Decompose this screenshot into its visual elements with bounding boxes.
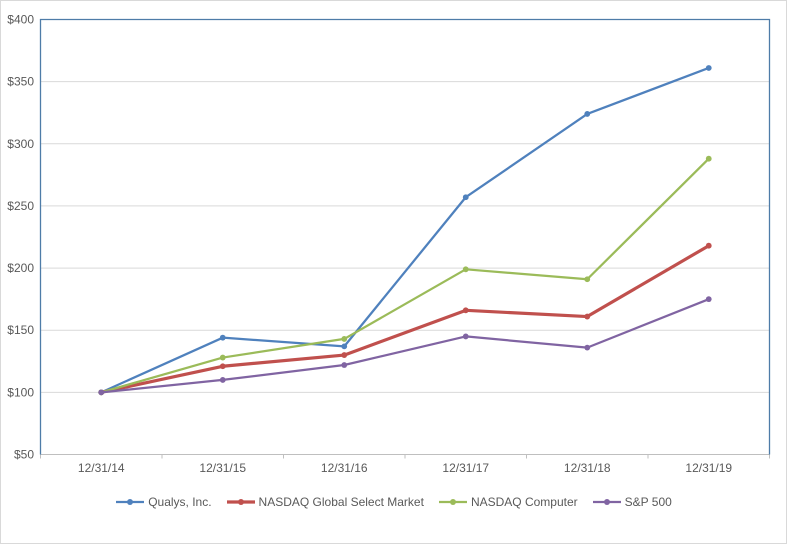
- x-axis-tick-label: 12/31/15: [199, 461, 246, 475]
- y-axis-tick-label: $400: [7, 13, 34, 27]
- x-axis-tick-label: 12/31/16: [321, 461, 368, 475]
- series-marker: [341, 362, 348, 368]
- x-axis-tick-label: 12/31/14: [78, 461, 125, 475]
- legend-dot: [237, 499, 244, 505]
- series-marker: [584, 344, 591, 351]
- legend-label: NASDAQ Computer: [470, 495, 578, 509]
- line-chart-plot-area: $400 $350 $300 $250 $200 $150 $100 $50 12/31/14 1…: [7, 13, 771, 475]
- legend-marker-icon: [116, 499, 145, 505]
- series-line: [100, 66, 710, 394]
- series-marker: [462, 266, 469, 273]
- series-marker: [98, 389, 105, 396]
- series-marker: [584, 111, 591, 117]
- series-marker: [341, 352, 348, 358]
- legend-item: Qualys, Inc.: [115, 495, 212, 509]
- series-marker: [705, 65, 712, 71]
- series-line: [99, 244, 711, 394]
- series-marker: [341, 343, 348, 350]
- y-axis-tick-label: $200: [7, 261, 34, 275]
- plot-area-border: [39, 18, 771, 455]
- series-marker: [705, 155, 712, 162]
- series-marker: [462, 194, 469, 201]
- legend-dot: [127, 499, 134, 505]
- legend-label: S&P 500: [624, 495, 672, 509]
- y-axis-tick-label: $50: [14, 448, 34, 462]
- y-axis-tick-label: $100: [7, 385, 34, 399]
- x-axis-tick-label: 12/31/19: [685, 461, 732, 475]
- series-line: [100, 157, 710, 394]
- series-marker: [219, 377, 226, 383]
- series-marker: [219, 354, 226, 361]
- series-marker: [462, 307, 469, 314]
- x-axis-tick-label: 12/31/18: [564, 461, 611, 475]
- legend-dot: [603, 499, 610, 505]
- series-line: [100, 298, 710, 394]
- chart-legend: Qualys, Inc. NASDAQ Global Select Market N…: [1, 495, 786, 509]
- y-axis-tick-label: $150: [7, 323, 34, 337]
- series-marker: [705, 296, 712, 303]
- legend-item: NASDAQ Computer: [438, 495, 578, 509]
- series-marker: [219, 334, 226, 341]
- series-marker: [462, 333, 469, 340]
- legend-label: NASDAQ Global Select Market: [258, 495, 424, 509]
- legend-marker-icon: [592, 499, 621, 505]
- y-axis-tick-label: $300: [7, 137, 34, 151]
- legend-item: S&P 500: [592, 495, 672, 509]
- legend-marker-icon: [438, 499, 467, 505]
- series-marker: [584, 313, 591, 320]
- series-marker: [341, 336, 348, 342]
- legend-dot: [449, 499, 456, 505]
- legend-item: NASDAQ Global Select Market: [226, 495, 424, 509]
- series-marker: [584, 276, 591, 283]
- series-marker: [219, 363, 226, 370]
- y-axis-tick-label: $250: [7, 199, 34, 213]
- x-axis-tick-label: 12/31/17: [442, 461, 489, 475]
- series-marker: [705, 242, 712, 249]
- legend-label: Qualys, Inc.: [148, 495, 212, 509]
- legend-marker-icon: [226, 499, 255, 505]
- y-axis-tick-label: $350: [7, 75, 34, 89]
